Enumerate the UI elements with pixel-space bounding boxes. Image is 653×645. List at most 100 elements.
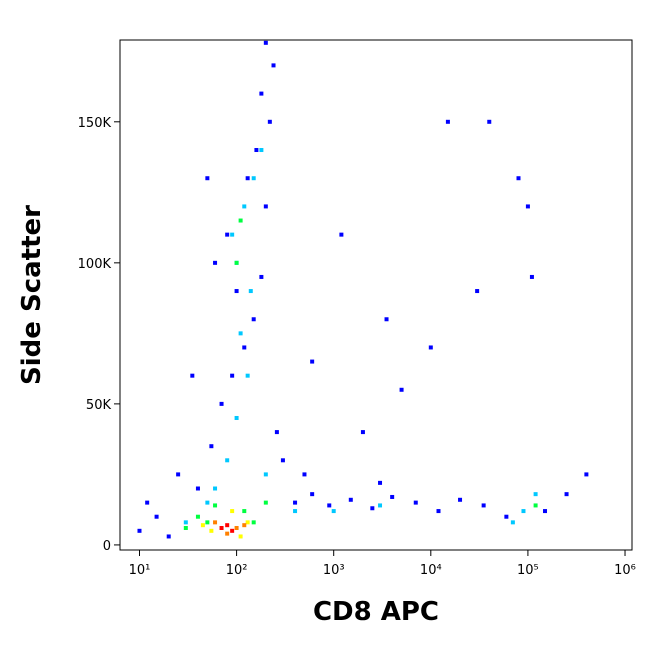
x-tick-label: 10² xyxy=(226,563,248,578)
point xyxy=(230,509,235,514)
point xyxy=(390,494,395,499)
point xyxy=(370,506,375,511)
point xyxy=(213,520,218,525)
point xyxy=(225,523,230,528)
point xyxy=(200,523,205,528)
y-tick-label: 150K xyxy=(78,116,112,131)
point xyxy=(384,317,389,322)
point xyxy=(234,415,239,420)
point xyxy=(176,472,181,477)
plot-frame xyxy=(119,39,633,551)
point xyxy=(271,63,276,68)
x-tick-label: 10⁵ xyxy=(517,563,539,578)
point xyxy=(378,503,383,508)
point xyxy=(481,503,486,508)
y-tick-label: 50K xyxy=(86,398,112,413)
point xyxy=(245,373,250,378)
point xyxy=(267,119,272,124)
point xyxy=(248,289,253,294)
point xyxy=(205,520,210,525)
point xyxy=(510,520,515,525)
point xyxy=(238,534,243,539)
point xyxy=(213,260,218,265)
point xyxy=(219,525,224,530)
point xyxy=(183,525,188,530)
point xyxy=(209,528,214,533)
point xyxy=(263,204,268,209)
point xyxy=(209,444,214,449)
point xyxy=(225,232,230,237)
point xyxy=(251,176,256,181)
point xyxy=(230,528,235,533)
x-axis-title: CD8 APC xyxy=(313,597,439,627)
point xyxy=(436,509,441,514)
point xyxy=(230,232,235,237)
point xyxy=(242,509,247,514)
point xyxy=(254,148,259,153)
point xyxy=(564,492,569,497)
point xyxy=(166,534,171,539)
point xyxy=(242,345,247,350)
point xyxy=(145,500,150,505)
point xyxy=(234,260,239,265)
point xyxy=(137,528,142,533)
point xyxy=(263,472,268,477)
point xyxy=(195,486,200,491)
point xyxy=(245,176,250,181)
point xyxy=(529,274,534,279)
point xyxy=(225,531,230,536)
point xyxy=(525,204,530,209)
point xyxy=(242,523,247,528)
point xyxy=(280,458,285,463)
point xyxy=(399,387,404,392)
y-tick-label: 100K xyxy=(78,257,112,272)
point xyxy=(154,514,159,519)
point xyxy=(219,401,224,406)
point xyxy=(533,503,538,508)
point xyxy=(521,509,526,514)
point xyxy=(190,373,195,378)
point xyxy=(533,492,538,497)
point xyxy=(445,119,450,124)
point xyxy=(327,503,332,508)
point xyxy=(475,289,480,294)
point xyxy=(584,472,589,477)
y-tick-label: 0 xyxy=(103,539,111,554)
x-tick-label: 10¹ xyxy=(129,563,151,578)
x-tick-label: 10³ xyxy=(323,563,345,578)
point xyxy=(183,520,188,525)
point xyxy=(238,218,243,223)
point xyxy=(310,359,315,364)
point xyxy=(259,274,264,279)
point xyxy=(213,486,218,491)
point xyxy=(230,373,235,378)
point xyxy=(360,430,365,435)
point xyxy=(259,148,264,153)
point xyxy=(348,497,353,502)
point xyxy=(234,525,239,530)
point xyxy=(293,500,298,505)
point xyxy=(242,204,247,209)
point xyxy=(293,509,298,514)
point xyxy=(205,176,210,181)
point xyxy=(238,331,243,336)
point xyxy=(504,514,509,519)
point xyxy=(205,500,210,505)
point xyxy=(458,497,463,502)
point xyxy=(331,509,336,514)
point xyxy=(378,480,383,485)
point xyxy=(251,520,256,525)
point xyxy=(428,345,433,350)
point xyxy=(339,232,344,237)
point xyxy=(245,520,250,525)
point xyxy=(213,503,218,508)
point xyxy=(225,458,230,463)
x-tick-label: 10⁶ xyxy=(614,563,636,578)
point xyxy=(543,509,548,514)
point xyxy=(259,91,264,96)
point xyxy=(263,500,268,505)
point xyxy=(274,430,279,435)
point xyxy=(263,40,268,45)
point xyxy=(234,289,239,294)
